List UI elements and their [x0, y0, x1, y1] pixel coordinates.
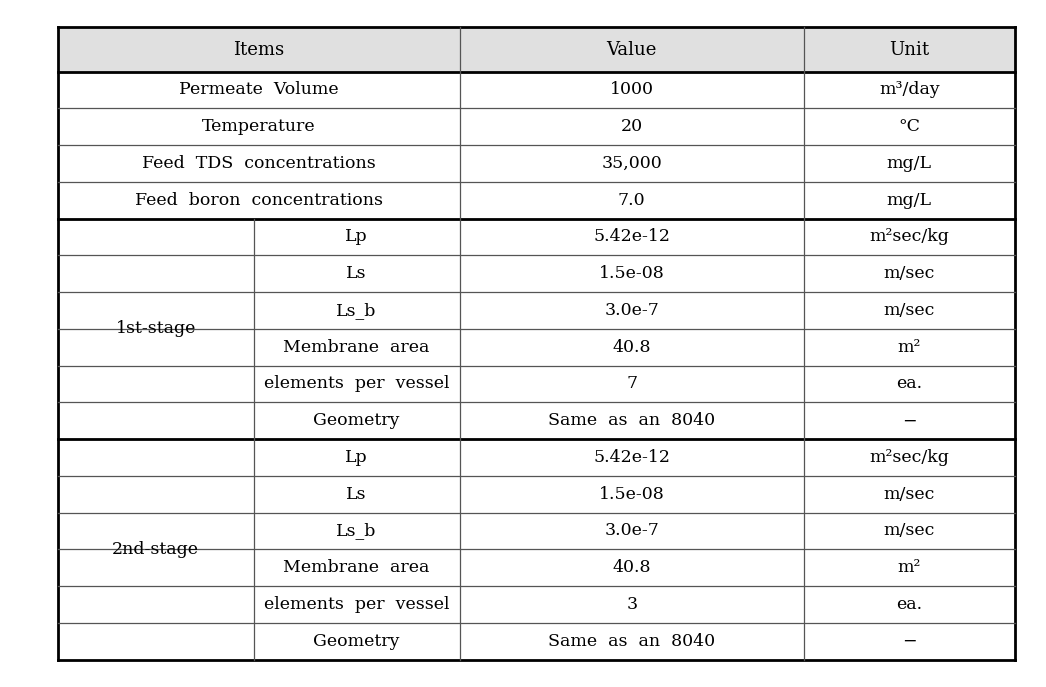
Text: 3.0e-7: 3.0e-7 — [605, 302, 659, 319]
Text: m/sec: m/sec — [884, 265, 935, 282]
Text: 35,000: 35,000 — [601, 155, 662, 172]
Text: 3.0e-7: 3.0e-7 — [605, 522, 659, 539]
Text: m³/day: m³/day — [879, 82, 939, 98]
Text: Geometry: Geometry — [314, 412, 400, 429]
Text: m²sec/kg: m²sec/kg — [869, 229, 950, 245]
Bar — [58, 403, 1015, 439]
Text: elements  per  vessel: elements per vessel — [264, 596, 450, 613]
Bar — [58, 109, 1015, 145]
Bar — [58, 550, 1015, 586]
Text: m²: m² — [897, 559, 922, 576]
Text: 7.0: 7.0 — [618, 192, 645, 209]
Bar — [58, 513, 1015, 550]
Text: Lp: Lp — [345, 229, 368, 245]
Text: m/sec: m/sec — [884, 522, 935, 539]
Text: Permeate  Volume: Permeate Volume — [179, 82, 338, 98]
Text: 1.5e-08: 1.5e-08 — [599, 486, 664, 503]
Text: Geometry: Geometry — [314, 633, 400, 650]
Bar — [58, 365, 1015, 403]
Text: m/sec: m/sec — [884, 302, 935, 319]
Text: Unit: Unit — [889, 41, 930, 58]
Text: ea.: ea. — [896, 375, 923, 392]
Text: Same  as  an  8040: Same as an 8040 — [548, 412, 715, 429]
Text: 40.8: 40.8 — [613, 559, 651, 576]
Bar — [58, 182, 1015, 218]
Text: Feed  TDS  concentrations: Feed TDS concentrations — [141, 155, 376, 172]
Bar — [58, 145, 1015, 182]
Bar — [58, 329, 1015, 365]
Text: Lp: Lp — [345, 449, 368, 466]
Text: Ls_b: Ls_b — [337, 302, 377, 319]
Bar — [58, 586, 1015, 623]
Text: 5.42e-12: 5.42e-12 — [593, 449, 670, 466]
Text: Temperature: Temperature — [202, 118, 315, 135]
Text: Ls: Ls — [346, 265, 367, 282]
Bar — [58, 256, 1015, 292]
Text: Ls: Ls — [346, 486, 367, 503]
Text: mg/L: mg/L — [887, 192, 932, 209]
Bar — [58, 439, 1015, 476]
Text: −: − — [902, 633, 916, 650]
Text: 20: 20 — [620, 118, 643, 135]
Text: 40.8: 40.8 — [613, 339, 651, 356]
Text: −: − — [902, 412, 916, 429]
Text: Value: Value — [607, 41, 657, 58]
Text: elements  per  vessel: elements per vessel — [264, 375, 450, 392]
Text: mg/L: mg/L — [887, 155, 932, 172]
Text: 2nd-stage: 2nd-stage — [112, 541, 199, 558]
Bar — [58, 71, 1015, 109]
Text: 1.5e-08: 1.5e-08 — [599, 265, 664, 282]
Text: Ls_b: Ls_b — [337, 522, 377, 539]
Bar — [58, 27, 1015, 71]
Text: 1000: 1000 — [610, 82, 654, 98]
Text: Feed  boron  concentrations: Feed boron concentrations — [135, 192, 383, 209]
Text: Membrane  area: Membrane area — [283, 559, 430, 576]
Text: m/sec: m/sec — [884, 486, 935, 503]
Text: °C: °C — [899, 118, 920, 135]
Text: 1st-stage: 1st-stage — [115, 320, 196, 337]
Text: ea.: ea. — [896, 596, 923, 613]
Bar — [58, 292, 1015, 329]
Text: m²sec/kg: m²sec/kg — [869, 449, 950, 466]
Text: 5.42e-12: 5.42e-12 — [593, 229, 670, 245]
Text: Items: Items — [233, 41, 285, 58]
Bar — [58, 218, 1015, 256]
Bar — [58, 476, 1015, 513]
Text: 7: 7 — [627, 375, 637, 392]
Text: Same  as  an  8040: Same as an 8040 — [548, 633, 715, 650]
Text: Membrane  area: Membrane area — [283, 339, 430, 356]
Bar — [58, 623, 1015, 660]
Text: m²: m² — [897, 339, 922, 356]
Text: 3: 3 — [627, 596, 637, 613]
